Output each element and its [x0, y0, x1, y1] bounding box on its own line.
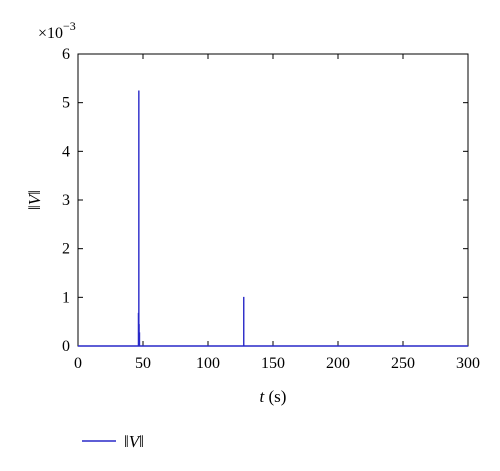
- x-axis-label: t (s): [260, 387, 287, 406]
- y-scale-factor: ×10−3: [38, 19, 76, 42]
- y-axis-ticks: 0 1 2 3 4 5 6: [62, 46, 468, 355]
- x-tick-label: 100: [196, 355, 220, 372]
- plot-frame: [77, 53, 469, 347]
- x-tick-label: 50: [135, 355, 151, 372]
- x-tick-label: 150: [261, 355, 285, 372]
- x-tick-label: 200: [326, 355, 350, 372]
- legend-label-v-norm: ‖V‖: [124, 432, 144, 451]
- y-tick-label: 5: [62, 95, 70, 112]
- x-axis-label-var: t: [260, 387, 266, 406]
- x-tick-label: 300: [456, 355, 480, 372]
- x-tick-label: 0: [74, 355, 82, 372]
- y-axis-label: ‖V‖: [25, 190, 44, 210]
- y-tick-label: 2: [62, 241, 70, 258]
- y-scale-exponent: −3: [63, 19, 76, 33]
- x-axis-ticks: 0 50 100 150 200 250 300: [74, 54, 480, 372]
- x-tick-label: 250: [391, 355, 415, 372]
- y-tick-label: 0: [62, 338, 70, 355]
- y-tick-label: 6: [62, 46, 70, 63]
- x-axis-label-unit: (s): [269, 387, 287, 406]
- y-scale-base: ×10: [38, 25, 63, 42]
- y-tick-label: 4: [62, 143, 70, 160]
- y-tick-label: 3: [62, 192, 70, 209]
- y-tick-label: 1: [62, 289, 70, 306]
- series-line-v-norm: [78, 90, 468, 347]
- legend: ‖V‖: [82, 432, 144, 451]
